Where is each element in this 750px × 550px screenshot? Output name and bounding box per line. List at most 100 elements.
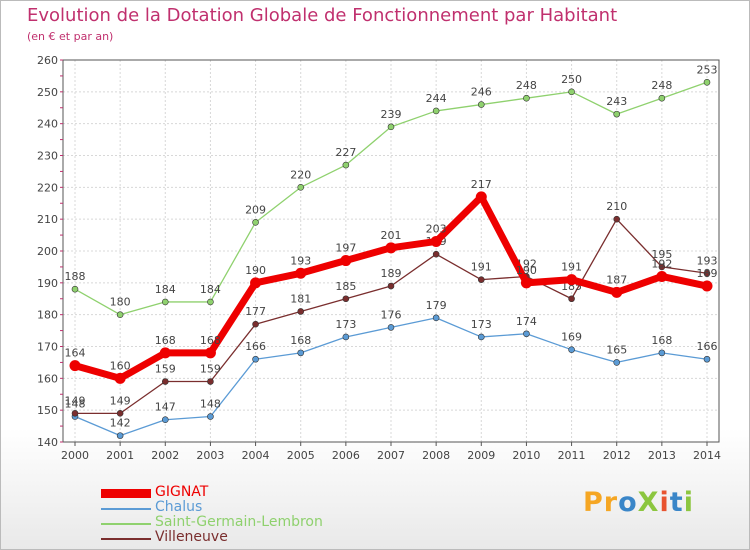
data-point: [114, 372, 126, 384]
data-point: [116, 311, 124, 318]
data-label: 246: [471, 86, 492, 99]
data-point: [703, 269, 711, 277]
legend-swatch: [101, 523, 151, 525]
data-label: 203: [426, 222, 447, 235]
data-label: 217: [471, 178, 492, 191]
data-point: [252, 219, 259, 226]
data-point: [568, 346, 575, 353]
data-label: 148: [65, 398, 86, 411]
data-label: 248: [651, 79, 672, 92]
data-point: [703, 355, 711, 363]
data-point: [385, 242, 397, 254]
y-tick-label: 140: [37, 436, 58, 449]
data-label: 168: [200, 334, 221, 347]
data-label: 248: [516, 79, 537, 92]
data-label: 188: [65, 270, 86, 283]
x-tick-label: 2006: [332, 449, 360, 462]
data-point: [116, 432, 124, 439]
data-label: 160: [110, 359, 131, 372]
x-tick-label: 2004: [242, 449, 270, 462]
data-point: [658, 94, 666, 102]
y-tick-label: 180: [37, 309, 58, 322]
data-label: 149: [110, 394, 131, 407]
x-tick-label: 2012: [603, 449, 631, 462]
y-tick-label: 230: [37, 150, 58, 163]
data-point: [161, 378, 169, 385]
data-point: [430, 235, 442, 247]
data-point: [520, 277, 532, 289]
data-point: [568, 295, 575, 303]
data-label: 147: [155, 401, 176, 414]
data-label: 190: [516, 264, 537, 277]
data-label: 177: [245, 305, 266, 318]
x-tick-label: 2011: [558, 449, 586, 462]
data-point: [387, 324, 395, 331]
data-label: 253: [697, 63, 718, 76]
data-point: [250, 277, 262, 289]
data-label: 149: [65, 394, 86, 407]
data-point: [432, 314, 440, 322]
data-label: 239: [381, 108, 402, 121]
data-point: [207, 298, 214, 306]
legend-swatch: [101, 508, 151, 510]
data-label: 159: [155, 363, 176, 376]
data-label: 168: [651, 334, 672, 347]
proxiti-logo: ProXiti: [583, 487, 694, 518]
data-point: [69, 360, 81, 372]
y-tick-label: 150: [37, 404, 58, 417]
data-label: 193: [697, 254, 718, 267]
data-point: [342, 161, 350, 169]
data-label: 184: [155, 283, 176, 296]
y-tick-label: 220: [37, 181, 58, 194]
data-label: 174: [516, 315, 537, 328]
data-label: 142: [110, 417, 131, 430]
y-tick-label: 210: [37, 213, 58, 226]
data-point: [613, 215, 621, 223]
x-tick-label: 2010: [512, 449, 540, 462]
data-point: [207, 413, 214, 420]
x-tick-label: 2005: [287, 449, 315, 462]
data-point: [477, 333, 485, 341]
data-point: [568, 88, 575, 96]
data-point: [658, 263, 666, 271]
data-label: 193: [290, 254, 311, 267]
data-label: 184: [200, 283, 221, 296]
y-tick-label: 190: [37, 277, 58, 290]
data-point: [297, 308, 305, 315]
data-label: 165: [606, 343, 627, 356]
data-label: 176: [381, 308, 402, 321]
data-point: [523, 94, 530, 102]
data-point: [611, 286, 623, 298]
x-tick-label: 2007: [377, 449, 405, 462]
y-tick-label: 200: [37, 245, 58, 258]
data-point: [297, 184, 305, 191]
data-point: [432, 107, 440, 115]
data-label: 187: [606, 273, 627, 286]
legend-label: Villeneuve: [155, 529, 228, 545]
y-tick-label: 260: [37, 54, 58, 67]
data-point: [159, 347, 171, 359]
data-point: [477, 276, 485, 283]
data-label: 173: [335, 318, 356, 331]
data-point: [475, 191, 487, 203]
data-label: 195: [651, 248, 672, 261]
data-label: 190: [245, 264, 266, 277]
data-label: 180: [110, 296, 131, 309]
data-label: 201: [381, 229, 402, 242]
y-tick-label: 240: [37, 118, 58, 131]
data-point: [701, 280, 713, 292]
data-point: [613, 110, 621, 118]
data-point: [340, 255, 352, 267]
x-tick-label: 2008: [422, 449, 450, 462]
chart-title: Evolution de la Dotation Globale de Fonc…: [27, 5, 618, 26]
x-tick-label: 2009: [467, 449, 495, 462]
data-point: [252, 355, 259, 363]
data-label: 179: [426, 299, 447, 312]
y-tick-label: 170: [37, 341, 58, 354]
data-label: 250: [561, 73, 582, 86]
data-point: [658, 349, 666, 357]
data-label: 173: [471, 318, 492, 331]
y-tick-label: 160: [37, 372, 58, 385]
data-label: 166: [697, 340, 718, 353]
